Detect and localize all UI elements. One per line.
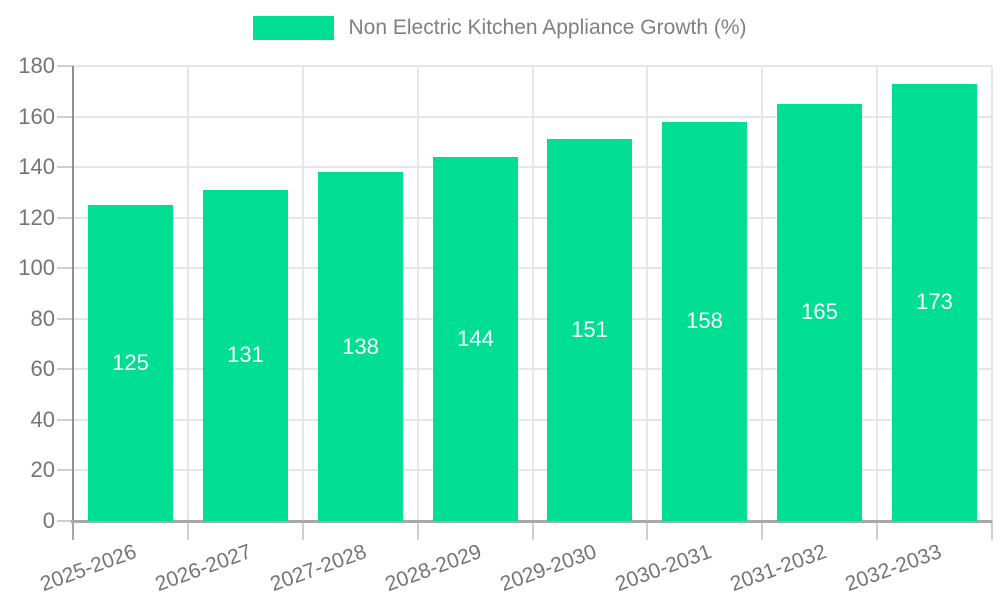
y-axis-tick-label: 20 xyxy=(30,457,55,483)
bar-value-label: 173 xyxy=(916,289,953,315)
y-axis-tick-label: 100 xyxy=(18,255,55,281)
y-axis-tick xyxy=(57,216,73,219)
y-axis-tick xyxy=(57,469,73,472)
x-axis-tick-label: 2031-2032 xyxy=(726,540,830,597)
bar-value-label: 125 xyxy=(112,350,149,375)
y-axis-tick xyxy=(57,65,73,67)
x-axis-tick-label: 2025-2026 xyxy=(37,540,140,597)
gridline-vertical xyxy=(761,66,764,521)
x-axis-tick-label: 2032-2033 xyxy=(841,540,945,597)
gridline-vertical xyxy=(301,66,304,521)
y-axis-tick-label: 180 xyxy=(18,53,55,78)
x-axis-tick xyxy=(761,521,764,540)
y-axis-tick xyxy=(57,418,73,421)
y-axis-line xyxy=(72,66,74,521)
bar-value-label: 158 xyxy=(686,308,723,334)
bar[interactable]: 173 xyxy=(892,83,977,521)
y-axis-tick xyxy=(57,368,73,371)
chart-legend[interactable]: Non Electric Kitchen Appliance Growth (%… xyxy=(0,16,1000,40)
gridline-vertical xyxy=(416,66,419,521)
gridline-vertical xyxy=(991,66,993,521)
x-axis-tick-label: 2027-2028 xyxy=(267,540,370,597)
bar-value-label: 138 xyxy=(342,333,379,359)
bar[interactable]: 144 xyxy=(433,157,518,521)
y-axis-tick-label: 60 xyxy=(30,356,55,382)
x-axis-tick xyxy=(186,521,189,540)
x-axis-tick xyxy=(301,521,304,540)
legend-swatch xyxy=(253,16,335,40)
x-axis-tick xyxy=(416,521,419,540)
bar-value-label: 165 xyxy=(801,299,838,325)
bar[interactable]: 165 xyxy=(777,103,862,521)
x-axis-tick xyxy=(991,521,993,540)
y-axis-tick xyxy=(57,317,73,320)
x-axis-tick xyxy=(72,521,74,540)
bar[interactable]: 125 xyxy=(88,205,173,521)
x-axis-tick-label: 2028-2029 xyxy=(382,540,485,597)
bar[interactable]: 151 xyxy=(547,139,632,521)
y-axis-tick-label: 140 xyxy=(18,154,55,180)
legend-label: Non Electric Kitchen Appliance Growth (%… xyxy=(348,16,747,39)
x-axis-line xyxy=(71,520,992,523)
y-axis-tick-label: 120 xyxy=(18,204,55,230)
y-axis-tick xyxy=(57,267,73,270)
y-axis-tick xyxy=(57,520,73,522)
y-axis-tick-label: 160 xyxy=(18,103,55,129)
gridline-vertical xyxy=(186,66,189,521)
bar-value-label: 144 xyxy=(457,326,494,351)
x-axis-tick-label: 2029-2030 xyxy=(497,540,600,597)
x-axis-tick-label: 2030-2031 xyxy=(612,540,715,597)
gridline-vertical xyxy=(646,66,649,521)
y-axis-tick-label: 40 xyxy=(30,406,55,432)
x-axis-tick xyxy=(876,521,879,540)
y-axis-tick xyxy=(57,166,73,169)
y-axis-tick xyxy=(57,115,73,118)
bar[interactable]: 138 xyxy=(318,172,403,521)
x-axis-tick xyxy=(531,521,534,540)
x-axis-tick-label: 2026-2027 xyxy=(152,540,255,597)
bar[interactable]: 158 xyxy=(662,121,747,521)
bar[interactable]: 131 xyxy=(203,189,288,521)
y-axis-tick-label: 0 xyxy=(42,508,55,533)
x-axis-tick xyxy=(646,521,649,540)
gridline-vertical xyxy=(531,66,534,521)
bar-value-label: 131 xyxy=(227,342,264,368)
gridline-vertical xyxy=(876,66,879,521)
bar-value-label: 151 xyxy=(571,317,608,343)
y-axis-tick-label: 80 xyxy=(30,305,55,331)
